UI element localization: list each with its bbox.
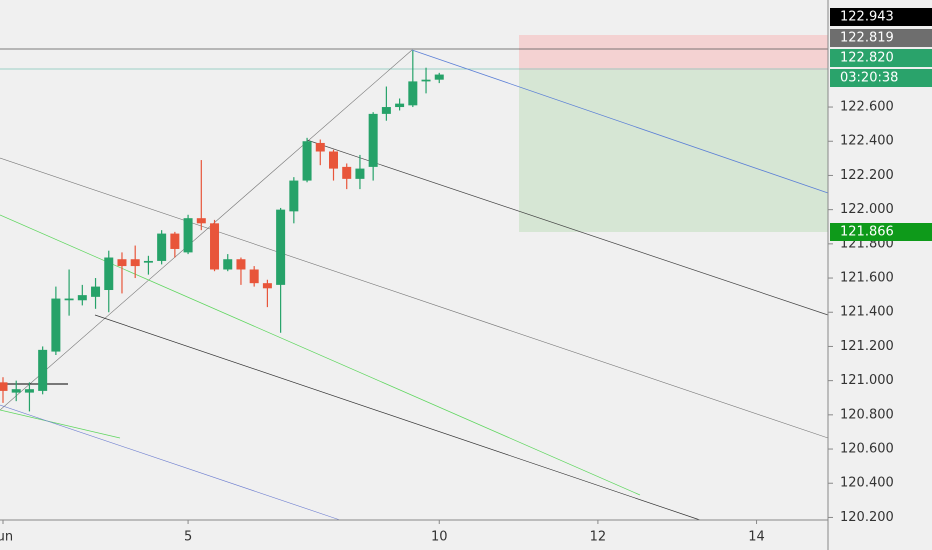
candle-body (51, 298, 61, 352)
fork-line (0, 404, 341, 521)
drawings (0, 35, 829, 521)
price-label: 122.820 (840, 51, 894, 66)
price-label: 121.866 (840, 225, 894, 240)
candle-body (77, 295, 87, 301)
price-label-box (830, 29, 932, 47)
candle-body (408, 81, 418, 106)
candle-body (302, 141, 312, 181)
candle-body (249, 269, 259, 284)
y-tick-label: 120.400 (840, 476, 894, 491)
y-tick-label: 122.000 (840, 202, 894, 217)
candle-body (434, 74, 444, 80)
x-tick-label: Jun (0, 530, 13, 545)
candle-body (170, 233, 180, 249)
candle-body (421, 79, 431, 82)
candle-body (157, 233, 167, 261)
x-tick-label: 5 (184, 530, 192, 545)
candle-body (104, 257, 114, 291)
price-label: 122.819 (840, 31, 894, 46)
candle-body (342, 166, 352, 179)
candle-body (11, 389, 21, 393)
candle-body (368, 113, 378, 167)
y-tick-label: 122.400 (840, 134, 894, 149)
candle-body (381, 107, 391, 114)
price-label-box (830, 8, 932, 26)
stop-zone (519, 35, 828, 70)
candle-body (24, 389, 34, 393)
candle-body (236, 259, 246, 270)
candle-body (143, 260, 153, 263)
candle-body (210, 223, 220, 270)
y-tick-label: 121.600 (840, 271, 894, 286)
candle-body (183, 218, 193, 253)
candle-body (130, 259, 140, 267)
candle-body (91, 286, 101, 297)
x-tick-label: 14 (748, 530, 765, 545)
price-label: 03:20:38 (840, 71, 898, 86)
candle-body (0, 382, 8, 391)
candle-body (223, 259, 233, 270)
price-label: 122.943 (840, 10, 894, 25)
target-zone (519, 70, 828, 232)
candle-body (196, 218, 206, 224)
y-tick-label: 121.000 (840, 373, 894, 388)
fork-line (306, 139, 829, 316)
x-tick-label: 10 (431, 530, 448, 545)
candle-body (355, 168, 365, 179)
price-label-box (830, 223, 932, 241)
candle-body (395, 103, 405, 108)
candle-body (262, 283, 272, 289)
candle-body (289, 180, 299, 212)
candle-body (315, 142, 325, 152)
price-label-box (830, 69, 932, 87)
trend-line (0, 49, 413, 411)
candle-body (117, 259, 127, 267)
y-tick-label: 120.600 (840, 442, 894, 457)
y-tick-label: 121.200 (840, 339, 894, 354)
candle-body (38, 349, 48, 391)
candles (0, 50, 444, 412)
candle-body (329, 151, 338, 169)
fork-line (0, 409, 121, 439)
price-label-box (830, 49, 932, 67)
candle-body (276, 209, 286, 285)
y-tick-label: 122.600 (840, 100, 894, 115)
fork-line (0, 157, 829, 439)
y-tick-label: 121.400 (840, 305, 894, 320)
x-tick-label: 12 (590, 530, 607, 545)
fork-line (94, 314, 701, 521)
median-line (411, 49, 829, 194)
y-tick-label: 120.200 (840, 510, 894, 525)
y-tick-label: 122.200 (840, 168, 894, 183)
candle-body (64, 298, 74, 301)
y-tick-label: 120.800 (840, 407, 894, 422)
